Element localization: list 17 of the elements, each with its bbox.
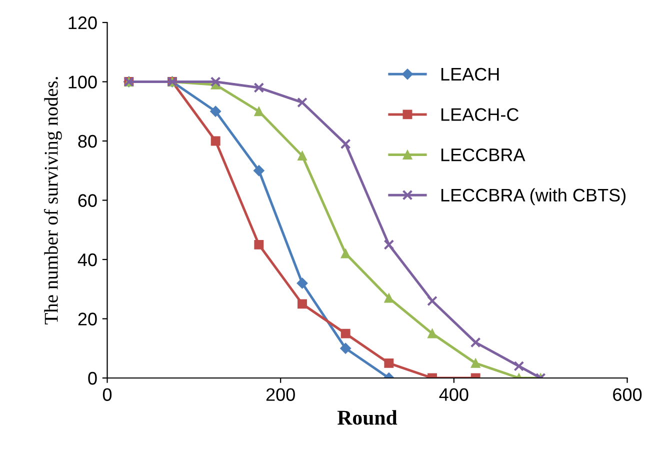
y-tick-label: 60 bbox=[78, 194, 97, 207]
legend-label: LEACH bbox=[441, 68, 499, 81]
y-tick-label: 20 bbox=[78, 312, 97, 326]
x-tick-label: 600 bbox=[613, 388, 642, 401]
y-axis-title: The number of surviving nodes. bbox=[44, 77, 62, 324]
y-tick-label: 0 bbox=[88, 372, 97, 385]
x-tick-label: 0 bbox=[102, 388, 112, 401]
x-tick-label: 400 bbox=[439, 388, 468, 401]
y-tick-label: 40 bbox=[78, 253, 97, 266]
x-axis-title: Round bbox=[337, 410, 398, 425]
y-tick-label: 80 bbox=[78, 134, 97, 148]
y-tick-label: 100 bbox=[68, 76, 97, 88]
legend-label: LEACH-C bbox=[441, 108, 519, 121]
legend-label: LECCBRA bbox=[441, 148, 526, 162]
y-tick-label: 120 bbox=[68, 16, 97, 30]
legend-label: LECCBRA (with CBTS) bbox=[441, 188, 626, 206]
x-tick-label: 200 bbox=[266, 388, 295, 401]
